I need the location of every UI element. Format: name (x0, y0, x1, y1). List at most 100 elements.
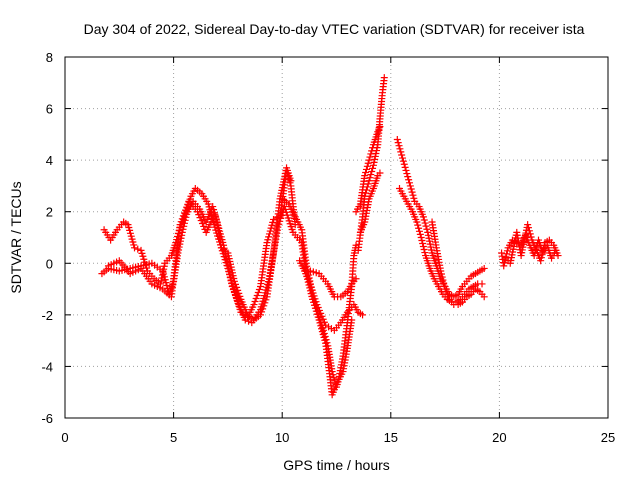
data-point-interp (312, 307, 320, 315)
data-point-interp (313, 310, 321, 318)
data-point-interp (226, 274, 234, 282)
data-point-interp (426, 237, 434, 245)
data-point (193, 208, 201, 216)
data-point-interp (227, 277, 235, 285)
data-point-interp (254, 289, 262, 297)
data-point-interp (159, 268, 167, 276)
data-point-interp (197, 217, 205, 225)
data-point-interp (408, 188, 416, 196)
data-point-interp (370, 158, 378, 166)
data-point-interp (415, 227, 423, 235)
data-point (137, 246, 145, 254)
data-point-interp (141, 258, 149, 266)
x-tick-label: 0 (61, 430, 68, 445)
data-point-interp (371, 155, 379, 163)
data-point-interp (415, 224, 423, 232)
data-point-interp (400, 160, 408, 168)
data-point-interp (366, 153, 374, 161)
data-point-interp (139, 252, 147, 260)
series-sat-m (428, 218, 488, 309)
data-point-interp (157, 277, 165, 285)
x-tick-label: 10 (275, 430, 289, 445)
data-point-interp (229, 286, 237, 294)
y-tick-label: -2 (41, 308, 53, 323)
data-point-interp (158, 274, 166, 282)
data-point-interp (438, 273, 446, 281)
data-point-interp (362, 169, 370, 177)
data-point (287, 177, 295, 185)
data-point-interp (255, 286, 263, 294)
data-point-interp (421, 249, 429, 257)
x-tick-label: 5 (170, 430, 177, 445)
data-point-interp (363, 162, 371, 170)
data-point-interp (134, 245, 142, 253)
y-tick-label: 6 (46, 102, 53, 117)
data-point (250, 301, 258, 309)
data-point-interp (369, 144, 377, 152)
data-point-interp (503, 247, 511, 255)
data-point-interp (367, 150, 375, 158)
data-point-interp (253, 292, 261, 300)
data-point-interp (526, 230, 534, 238)
data-point (211, 223, 219, 231)
data-point-interp (422, 222, 430, 230)
series-sat-b (100, 164, 295, 324)
series-sat-c (104, 197, 304, 327)
data-point-interp (537, 254, 545, 262)
data-point-interp (252, 295, 260, 303)
data-point-interp (160, 265, 168, 273)
data-point-interp (368, 167, 376, 175)
data-point-interp (439, 276, 447, 284)
series-sat-j (356, 169, 384, 236)
y-tick-label: 0 (46, 256, 53, 271)
data-point-interp (409, 191, 417, 199)
data-point (359, 311, 367, 319)
data-point-interp (404, 173, 412, 181)
data-point-interp (540, 242, 548, 250)
data-point (413, 218, 421, 226)
data-point-interp (142, 261, 150, 269)
data-point-interp (222, 253, 230, 261)
series-sat-g (306, 267, 360, 301)
data-point (393, 136, 401, 144)
data-point (398, 151, 406, 159)
data-point-interp (245, 317, 253, 325)
data-point-interp (198, 220, 206, 228)
data-point (478, 280, 486, 288)
data-point-interp (539, 248, 547, 256)
data-point (480, 293, 488, 301)
data-point-interp (540, 245, 548, 253)
data-point (380, 74, 388, 82)
data-point-interp (314, 303, 322, 311)
data-point-interp (362, 165, 370, 173)
y-tick-label: -6 (41, 411, 53, 426)
data-point-interp (527, 233, 535, 241)
data-point (524, 221, 532, 229)
data-point-interp (223, 256, 231, 264)
chart-title: Day 304 of 2022, Sidereal Day-to-day VTE… (84, 21, 585, 37)
data-point-interp (423, 225, 431, 233)
data-point (348, 316, 356, 324)
data-point-interp (427, 243, 435, 251)
data-point (241, 316, 249, 324)
series-sat-i (352, 123, 384, 216)
data-point-interp (195, 211, 203, 219)
data-point-interp (525, 224, 533, 232)
data-point-interp (407, 185, 415, 193)
data-point-interp (277, 214, 285, 222)
data-point-interp (318, 312, 326, 320)
series-sat-o (502, 221, 562, 267)
data-point (376, 169, 384, 177)
data-point (352, 275, 360, 283)
data-point-interp (410, 194, 418, 202)
series-sat-k (393, 136, 488, 301)
data-point-interp (394, 139, 402, 147)
data-point-interp (396, 145, 404, 153)
data-point-interp (425, 234, 433, 242)
data-point (419, 213, 427, 221)
data-point-interp (138, 249, 146, 257)
data-point-interp (320, 318, 328, 326)
data-point-interp (315, 306, 323, 314)
data-point-interp (405, 176, 413, 184)
data-point-interp (234, 298, 242, 306)
